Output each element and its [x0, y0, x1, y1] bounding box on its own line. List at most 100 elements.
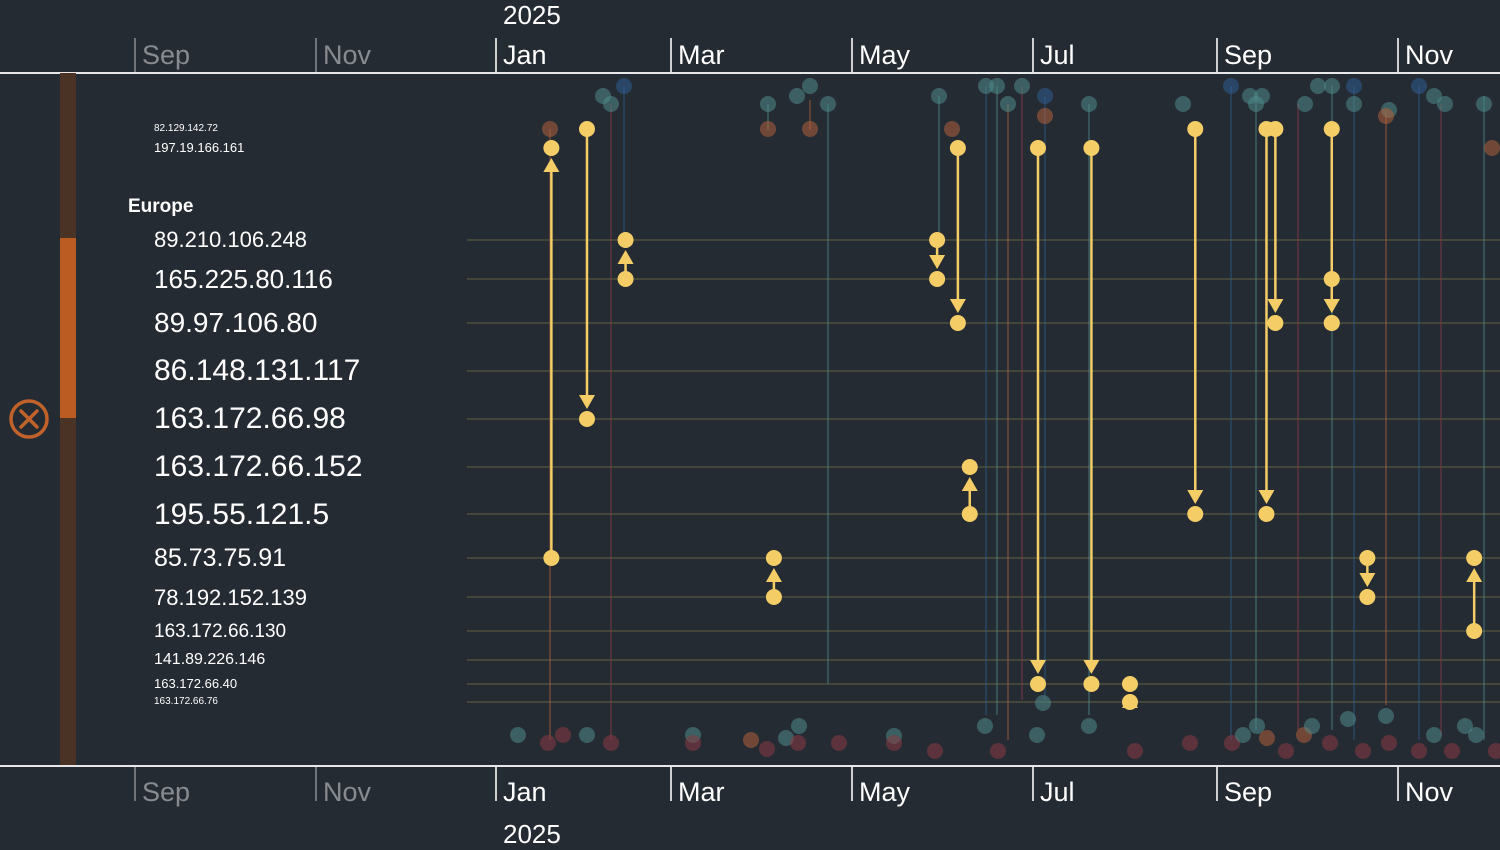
- dim-event-dot: [1037, 88, 1053, 104]
- event-arrow: [1359, 573, 1376, 587]
- dim-event-dot: [1297, 96, 1313, 112]
- dim-event-dot: [603, 735, 619, 751]
- group-label-europe[interactable]: Europe: [128, 196, 194, 217]
- event-dot: [578, 121, 595, 137]
- event-arrow: [765, 568, 782, 582]
- dim-event-dot: [1304, 718, 1320, 734]
- dim-event-dot: [1259, 730, 1275, 746]
- dim-event-dot: [603, 96, 619, 112]
- event-arrow: [1466, 568, 1483, 582]
- lane-label[interactable]: 163.172.66.76: [154, 696, 218, 707]
- event-dot: [1030, 140, 1046, 156]
- timeline-axis-top[interactable]: 2025 Sep Nov Jan Mar May Jul Sep Nov: [0, 0, 1500, 74]
- dim-event-dot: [685, 735, 701, 751]
- lane-label[interactable]: 141.89.226.146: [154, 651, 266, 668]
- event-dot: [1323, 315, 1340, 331]
- lane-label[interactable]: 78.192.152.139: [154, 585, 307, 610]
- lane-label[interactable]: 86.148.131.117: [154, 354, 361, 387]
- lane-label[interactable]: 163.172.66.98: [154, 402, 346, 435]
- lane-label[interactable]: 165.225.80.116: [154, 264, 333, 294]
- axis-tick-label: Nov: [323, 777, 372, 807]
- axis-tick: [1216, 38, 1218, 72]
- dim-event-dot: [1000, 96, 1016, 112]
- dim-event-dot: [760, 121, 776, 137]
- dim-event-dot: [831, 735, 847, 751]
- dim-event-dot: [510, 727, 526, 743]
- event-dot: [765, 589, 782, 605]
- axis-tick-label: Sep: [1224, 777, 1273, 807]
- event-arrow: [1083, 660, 1100, 674]
- event-arrow: [1187, 490, 1204, 504]
- event-dot: [1267, 121, 1284, 137]
- dim-event-dot: [1437, 96, 1453, 112]
- event-dot: [1267, 315, 1284, 331]
- dim-event-dot: [1340, 711, 1356, 727]
- year-label-bottom: 2025: [503, 819, 561, 849]
- close-circle-icon[interactable]: [8, 398, 50, 440]
- dim-event-dot: [542, 121, 558, 137]
- event-dot: [929, 271, 946, 287]
- axis-tick-label: Jul: [1040, 40, 1075, 70]
- event-arrow: [961, 477, 978, 491]
- event-arrow: [949, 299, 966, 313]
- axis-tick: [1397, 767, 1399, 801]
- lane-label[interactable]: 195.55.121.5: [154, 498, 330, 531]
- lane-scroll-thumb[interactable]: [60, 238, 76, 418]
- lane-label[interactable]: 89.97.106.80: [154, 307, 318, 338]
- dim-event-dot: [820, 96, 836, 112]
- lane-label[interactable]: 163.172.66.40: [154, 676, 238, 691]
- dim-event-dot: [944, 121, 960, 137]
- dim-event-dot: [1249, 718, 1265, 734]
- axis-tick: [134, 38, 136, 72]
- dim-event-dot: [1411, 78, 1427, 94]
- dim-event-dot: [1223, 78, 1239, 94]
- dim-event-dot: [540, 735, 556, 751]
- event-arrow: [1258, 490, 1275, 504]
- lane-label[interactable]: 163.172.66.152: [154, 450, 363, 483]
- dim-event-dot: [1468, 727, 1484, 743]
- dim-event-dot: [1322, 735, 1338, 751]
- dim-event-dot: [1346, 78, 1362, 94]
- dim-event-dot: [1476, 96, 1492, 112]
- lane-label[interactable]: 89.210.106.248: [154, 227, 307, 252]
- dim-event-dot: [1037, 108, 1053, 124]
- dim-event-dot: [1426, 727, 1442, 743]
- lane-label[interactable]: 197.19.166.161: [154, 140, 245, 155]
- event-dot: [1359, 550, 1376, 566]
- event-dot: [617, 271, 634, 287]
- event-dot: [1121, 694, 1138, 710]
- axis-tick-label: Mar: [678, 777, 725, 807]
- event-dot: [543, 550, 560, 566]
- lane-label[interactable]: 85.73.75.91: [154, 544, 287, 572]
- axis-tick-label: Sep: [142, 40, 191, 70]
- dim-event-dot: [931, 88, 947, 104]
- axis-tick: [315, 767, 317, 801]
- dim-event-dot: [1081, 96, 1097, 112]
- dim-event-dot: [1035, 695, 1051, 711]
- lane-label[interactable]: 82.129.142.72: [154, 123, 218, 134]
- dim-event-dot: [1278, 743, 1294, 759]
- dim-event-dot: [1235, 727, 1251, 743]
- axis-tick-label: Mar: [678, 40, 725, 70]
- dim-event-dot: [990, 743, 1006, 759]
- axis-tick: [670, 767, 672, 801]
- dim-event-dot: [1381, 735, 1397, 751]
- dim-event-dot: [1014, 78, 1030, 94]
- lane-label[interactable]: 163.172.66.130: [154, 621, 287, 642]
- event-dot: [1187, 506, 1204, 522]
- dim-event-dot: [802, 78, 818, 94]
- dim-event-dot: [790, 735, 806, 751]
- dim-event-dot: [778, 730, 794, 746]
- dim-event-dot: [1444, 743, 1460, 759]
- axis-tick: [851, 38, 853, 72]
- event-dot: [1083, 140, 1100, 156]
- axis-tick-label: Nov: [323, 40, 372, 70]
- dim-event-dot: [760, 96, 776, 112]
- dim-event-dot: [1488, 743, 1500, 759]
- dim-event-dot: [1175, 96, 1191, 112]
- dim-event-dot: [1378, 108, 1394, 124]
- axis-tick-label: May: [859, 40, 911, 70]
- timeline-axis-bottom[interactable]: 2025 Sep Nov Jan Mar May Jul Sep Nov: [0, 765, 1500, 849]
- axis-tick: [495, 38, 497, 72]
